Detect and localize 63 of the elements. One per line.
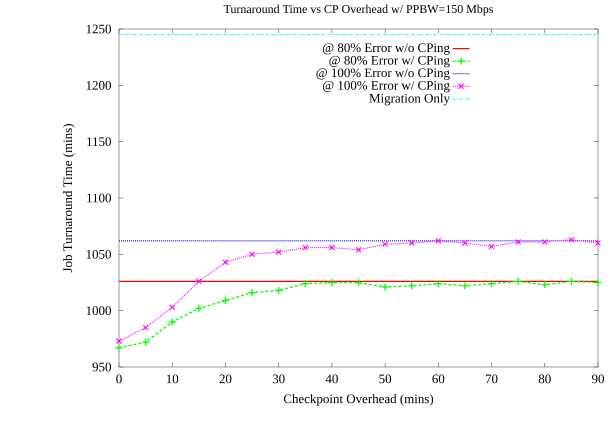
x-tick-label: 90 [592, 374, 604, 384]
point [221, 296, 230, 305]
point [408, 282, 416, 290]
point [594, 278, 602, 287]
point [460, 282, 470, 290]
legend-label: @ 80% Error w/ CPing [329, 56, 450, 68]
y-tick-label: 1250 [86, 24, 111, 34]
point [462, 240, 468, 246]
point [354, 278, 363, 287]
point [594, 240, 602, 246]
x-axis-title: Checkpoint Overhead (mins) [284, 394, 434, 406]
y-tick-label: 1050 [86, 250, 111, 259]
x-tick-label: 30 [272, 374, 285, 384]
point [514, 277, 522, 286]
point [487, 279, 496, 288]
point [196, 278, 202, 284]
point [540, 280, 549, 289]
point [302, 244, 308, 251]
point [168, 318, 176, 326]
point [328, 278, 336, 287]
x-tick-label: 60 [432, 374, 444, 384]
y-axis-title: Job Turnaround Time (mins) [63, 124, 75, 272]
x-tick-label: 70 [486, 374, 498, 384]
point [141, 338, 150, 346]
point [515, 238, 522, 245]
legend-label: Migration Only [369, 94, 450, 106]
point [380, 282, 390, 292]
legend-label: @ 80% Error w/o CPing [322, 43, 450, 55]
point [116, 338, 122, 344]
legend-label: @ 100% Error w/ CPing [322, 80, 450, 92]
x-tick-label: 10 [166, 374, 178, 384]
y-tick-label: 1200 [86, 80, 111, 90]
point [568, 236, 574, 243]
point [142, 324, 149, 331]
chart-title: Turnaround Time vs CP Overhead w/ PPBW=150 Mbps [224, 4, 494, 16]
point [434, 279, 442, 288]
point [248, 288, 256, 297]
point [355, 246, 362, 253]
point [542, 238, 548, 245]
legend-label: @ 100% Error w/o CPing [316, 68, 450, 80]
y-tick-label: 1150 [87, 137, 111, 146]
x-tick-label: 80 [538, 374, 551, 384]
point [194, 304, 203, 313]
point [169, 304, 176, 310]
point [488, 243, 495, 250]
x-tick-label: 0 [116, 374, 122, 384]
x-tick-label: 50 [379, 374, 392, 384]
point [249, 251, 256, 258]
y-tick-label: 1100 [87, 194, 111, 202]
point [274, 286, 283, 295]
point [276, 249, 282, 256]
point [408, 240, 415, 246]
point [567, 277, 576, 286]
point [435, 238, 442, 244]
y-tick-label: 950 [92, 362, 111, 372]
point [382, 241, 388, 248]
point [301, 279, 310, 288]
y-tick-label: 1000 [86, 306, 111, 316]
point [328, 244, 335, 251]
x-tick-label: 40 [326, 374, 338, 384]
x-tick-label: 20 [220, 374, 232, 384]
point [114, 344, 124, 352]
point [222, 259, 228, 266]
